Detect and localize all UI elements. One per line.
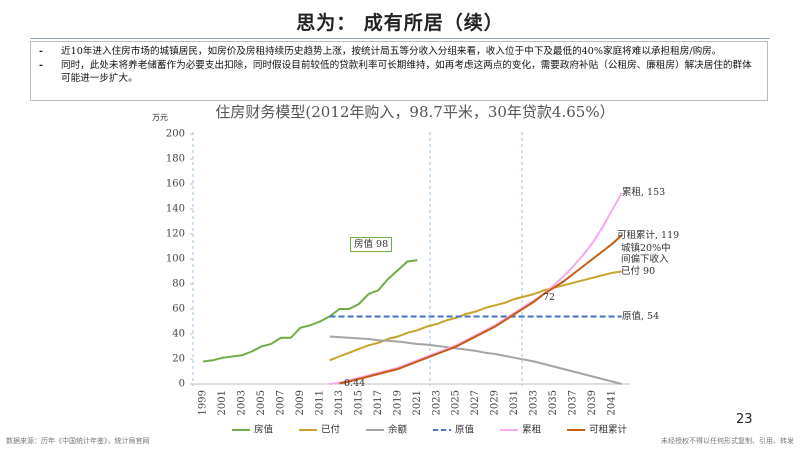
legend-label: 余额: [388, 424, 408, 436]
y-tick-label: 200: [166, 129, 185, 140]
annotation: 原值, 54: [622, 311, 660, 322]
x-tick-label: 2005: [256, 390, 267, 415]
x-tick-label: 2033: [529, 390, 540, 415]
legend-label: 可租累计: [589, 424, 628, 436]
x-tick-label: 2025: [451, 390, 462, 415]
x-tick-label: 2039: [587, 390, 598, 415]
series-line: [339, 234, 623, 385]
annotation: 房值 98: [350, 237, 393, 252]
series-line: [202, 259, 418, 363]
x-tick-label: 2003: [236, 390, 247, 415]
x-tick-label: 2007: [275, 390, 286, 415]
y-tick-label: 0: [179, 379, 185, 390]
source-note: 数据来源：历年《中国统计年鉴》，统计局官网: [6, 437, 150, 445]
title-rule: [30, 38, 770, 39]
annotation: 72: [543, 292, 556, 303]
y-tick-label: 40: [172, 329, 185, 340]
x-tick-label: 2035: [548, 390, 559, 415]
x-tick-label: 2015: [353, 390, 364, 415]
copyright-note: 未经授权不得以任何形式复制、引用、转发: [661, 437, 794, 445]
series-line: [329, 335, 623, 385]
x-tick-label: 2027: [470, 390, 481, 415]
y-tick-label: 60: [172, 304, 185, 315]
annotation: 城镇20%中间偏下收入: [621, 243, 671, 265]
x-tick-label: 1999: [198, 390, 209, 415]
x-tick-label: 2001: [217, 390, 228, 415]
y-tick-label: 100: [166, 254, 185, 265]
chart-title: 住房财务模型(2012年购入，98.7平米，30年贷款4.65%）: [215, 103, 614, 121]
legend-label: 已付: [321, 425, 341, 436]
slide-title: 思为： 成有所居（续）: [296, 12, 504, 34]
y-tick-label: 160: [166, 179, 185, 190]
x-tick-label: 2017: [373, 390, 384, 415]
bullet: 近10年进入住房市场的城镇居民，如房价及房租持续历史趋势上涨，按统计局五等分收入…: [39, 45, 759, 58]
bullet-box: 近10年进入住房市场的城镇居民，如房价及房租持续历史趋势上涨，按统计局五等分收入…: [30, 41, 768, 101]
legend-label: 原值: [455, 424, 475, 436]
y-tick-label: 180: [166, 154, 185, 165]
x-tick-label: 2037: [568, 390, 579, 415]
x-tick-label: 2011: [314, 390, 325, 415]
series-line: [329, 192, 623, 385]
annotation: 累租, 153: [622, 187, 666, 198]
legend-label: 累租: [522, 424, 542, 436]
annotation: 0.44: [344, 378, 366, 389]
x-tick-label: 2009: [295, 390, 306, 415]
annotation: 可租累计, 119: [617, 230, 680, 241]
bullet: 同时，此处未将养老储蓄作为必要支出扣除，同时假设目前较低的贷款利率可长期维持，如…: [39, 59, 759, 85]
x-tick-label: 2013: [334, 390, 345, 415]
x-tick-label: 2023: [431, 390, 442, 415]
x-tick-label: 2031: [509, 390, 520, 415]
y-tick-label: 140: [166, 204, 185, 215]
legend-label: 房值: [254, 424, 274, 436]
annotation: 已付 90: [621, 266, 656, 277]
x-tick-label: 2019: [392, 390, 403, 415]
x-tick-label: 2041: [607, 390, 618, 415]
x-tick-label: 2029: [490, 390, 501, 415]
page-number: 23: [736, 412, 753, 427]
y-tick-label: 20: [172, 354, 185, 365]
y-tick-label: 80: [172, 279, 185, 290]
y-tick-label: 120: [166, 229, 185, 240]
series-line: [329, 270, 622, 362]
y-axis-label: 万元: [152, 113, 168, 122]
x-tick-label: 2021: [412, 390, 423, 415]
